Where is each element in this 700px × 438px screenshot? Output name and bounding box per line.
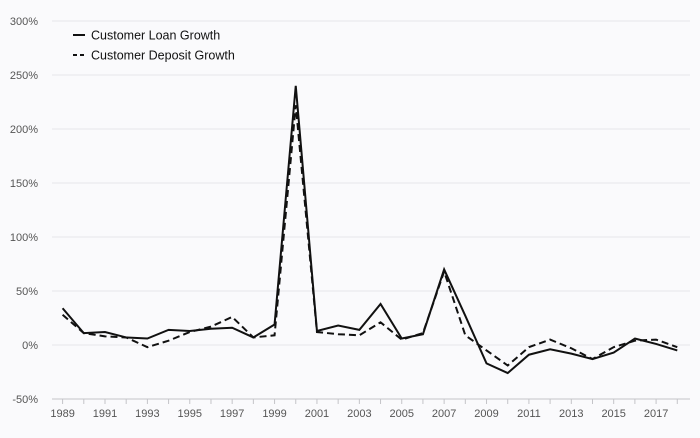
x-tick-label: 2017 [644, 408, 668, 420]
y-tick-label: 50% [16, 286, 38, 298]
legend: Customer Loan Growth Customer Deposit Gro… [73, 29, 235, 63]
x-tick-label: 1999 [262, 408, 286, 420]
legend-label: Customer Deposit Growth [91, 49, 235, 63]
x-tick-label: 2003 [347, 408, 371, 420]
x-tick-label: 1997 [220, 408, 244, 420]
x-tick-label: 1991 [93, 408, 117, 420]
y-tick-label: -50% [12, 394, 38, 406]
x-tick-label: 2011 [517, 408, 541, 420]
series-lines [61, 85, 678, 375]
x-tick-label: 2013 [559, 408, 583, 420]
y-tick-label: 100% [10, 232, 38, 244]
gridlines [52, 20, 690, 346]
x-tick-label: 2009 [474, 408, 498, 420]
y-tick-label: 250% [10, 70, 38, 82]
y-tick-label: 0% [22, 340, 38, 352]
x-tick-label: 1989 [50, 408, 74, 420]
x-tick-label: 1993 [135, 408, 159, 420]
y-tick-label: 300% [10, 16, 38, 28]
x-tick-label: 2001 [305, 408, 329, 420]
y-tick-label: 200% [10, 124, 38, 136]
x-tick-label: 2007 [432, 408, 456, 420]
series-line-loan-growth [61, 85, 678, 375]
series-line-deposit-growth [61, 105, 678, 367]
y-tick-label: 150% [10, 178, 38, 190]
x-tick-label: 1995 [178, 408, 202, 420]
x-axis: 1989 1991 1993 1995 1997 1999 2001 2003 2005 2007… [50, 398, 690, 420]
legend-label: Customer Loan Growth [91, 29, 220, 43]
x-tick-label: 2005 [389, 408, 413, 420]
y-axis-tick-labels: -50% 0% 50% 100% 150% 200% 250% 300% [10, 16, 38, 406]
x-tick-label: 2015 [601, 408, 625, 420]
